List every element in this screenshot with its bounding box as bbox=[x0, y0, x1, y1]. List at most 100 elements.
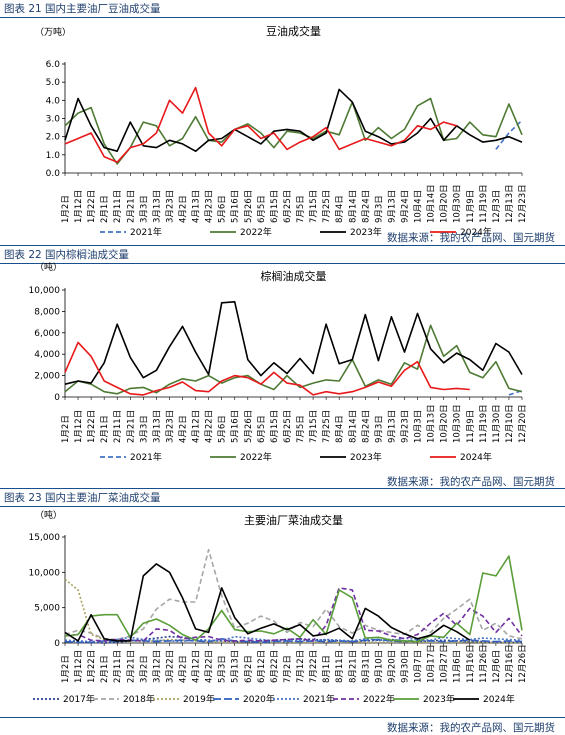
legend-label: 2021年 bbox=[130, 226, 162, 238]
y-tick-label: 1.0 bbox=[46, 151, 61, 161]
y-tick-label: 10,000 bbox=[29, 286, 61, 296]
x-tick-label: 9月3日 bbox=[374, 415, 384, 443]
x-tick-label: 3月22日 bbox=[165, 650, 175, 683]
x-tick-label: 2月1日 bbox=[100, 655, 110, 683]
x-tick-label: 1月22日 bbox=[87, 410, 97, 443]
x-tick-label: 6月25日 bbox=[283, 190, 293, 223]
x-tick-label: 10月30日 bbox=[453, 404, 463, 443]
x-tick-label: 6月12日 bbox=[257, 650, 267, 683]
palm-oil-volume-chart: 棕榈油成交量 （吨） 0 2,000 4,000 6,000 8,000 10,000 1月2日… bbox=[29, 261, 529, 463]
x-tick-label: 4月2日 bbox=[179, 195, 189, 223]
x-tick-label: 3月12日 bbox=[152, 650, 162, 683]
legend-label: 2023年 bbox=[350, 451, 382, 463]
x-tick-label: 3月23日 bbox=[165, 410, 175, 443]
y-tick-label: 0 bbox=[54, 639, 60, 649]
x-tick-label: 8月4日 bbox=[335, 415, 345, 443]
series-line-7 bbox=[64, 563, 471, 642]
x-tick-label: 6月5日 bbox=[257, 195, 267, 223]
x-tick-label: 10月14日 bbox=[427, 184, 437, 223]
legend-label: 2023年 bbox=[350, 226, 382, 238]
legend-label: 2024年 bbox=[483, 693, 515, 705]
y-tick-label: 8,000 bbox=[34, 307, 60, 317]
x-tick-label: 8月14日 bbox=[348, 410, 358, 443]
x-tick-label: 10月7日 bbox=[414, 650, 424, 683]
divider bbox=[0, 488, 565, 489]
x-tick-label: 4月22日 bbox=[205, 650, 215, 683]
legend-label: 2022年 bbox=[240, 226, 272, 238]
x-tick-label: 2月21日 bbox=[126, 410, 136, 443]
x-tick-label: 8月14日 bbox=[348, 190, 358, 223]
x-tick-label: 5月6日 bbox=[218, 195, 228, 223]
x-tick-label: 6月15日 bbox=[270, 410, 280, 443]
y-tick-label: 4,000 bbox=[34, 350, 60, 360]
series-line-6 bbox=[64, 555, 523, 643]
x-tick-label: 12月13日 bbox=[505, 184, 515, 223]
x-tick-label: 9月13日 bbox=[387, 410, 397, 443]
x-tick-label: 7月12日 bbox=[296, 650, 306, 683]
y-tick-label: 0.0 bbox=[46, 169, 61, 179]
y-tick-label: 0 bbox=[54, 393, 60, 403]
x-tick-label: 1月2日 bbox=[61, 195, 71, 223]
x-tick-label: 5月16日 bbox=[231, 410, 241, 443]
legend-label: 2023年 bbox=[423, 693, 455, 705]
x-tick-label: 3月3日 bbox=[139, 415, 149, 443]
x-tick-label: 7月15日 bbox=[309, 190, 319, 223]
legend-label: 2021年 bbox=[130, 451, 162, 463]
x-tick-label: 2月1日 bbox=[100, 415, 110, 443]
x-tick-label: 1月22日 bbox=[87, 190, 97, 223]
x-tick-label: 9月30日 bbox=[400, 650, 410, 683]
x-tick-label: 5月13日 bbox=[231, 650, 241, 683]
y-axis-unit-label: （万吨） bbox=[35, 26, 71, 38]
x-tick-label: 9月23日 bbox=[400, 410, 410, 443]
y-axis-unit-label: （吨） bbox=[35, 261, 62, 273]
figure-heading-23: 图表 23 国内主要油厂菜油成交量 bbox=[0, 489, 565, 507]
x-tick-label: 5月16日 bbox=[231, 190, 241, 223]
x-tick-label: 9月3日 bbox=[374, 195, 384, 223]
x-tick-label: 8月4日 bbox=[335, 195, 345, 223]
x-tick-label: 9月13日 bbox=[387, 190, 397, 223]
y-tick-label: 5,000 bbox=[34, 604, 60, 614]
x-tick-label: 4月12日 bbox=[192, 410, 202, 443]
x-tick-label: 12月16日 bbox=[505, 644, 515, 683]
y-tick-label: 5.0 bbox=[46, 78, 61, 88]
x-tick-label: 8月11日 bbox=[335, 650, 345, 683]
x-tick-label: 12月26日 bbox=[518, 644, 528, 683]
x-tick-label: 2月11日 bbox=[113, 650, 123, 683]
x-tick-label: 8月1日 bbox=[322, 655, 332, 683]
x-tick-label: 12月10日 bbox=[505, 404, 515, 443]
x-tick-label: 12月20日 bbox=[518, 404, 528, 443]
y-tick-label: 10,000 bbox=[29, 568, 61, 578]
x-tick-label: 2月11日 bbox=[113, 410, 123, 443]
figure-heading-21: 图表 21 国内主要油厂豆油成交量 bbox=[0, 0, 565, 18]
x-tick-label: 12月3日 bbox=[492, 190, 502, 223]
x-tick-label: 11月30日 bbox=[492, 404, 502, 443]
x-tick-label: 10月27日 bbox=[440, 644, 450, 683]
x-tick-label: 7月5日 bbox=[296, 195, 306, 223]
x-tick-label: 9月20日 bbox=[387, 650, 397, 683]
series-line-1 bbox=[64, 97, 523, 165]
chart-title: 主要油厂菜油成交量 bbox=[244, 513, 343, 527]
x-tick-label: 7月5日 bbox=[296, 415, 306, 443]
x-tick-label: 7月25日 bbox=[322, 190, 332, 223]
x-tick-label: 1月2日 bbox=[61, 655, 71, 683]
y-axis-unit-label: （吨） bbox=[35, 509, 62, 521]
y-tick-label: 6.0 bbox=[46, 60, 61, 70]
series-line-1 bbox=[64, 324, 523, 395]
series-line-3 bbox=[64, 341, 470, 396]
legend-label: 2017年 bbox=[63, 693, 95, 705]
x-tick-label: 1月22日 bbox=[87, 650, 97, 683]
x-tick-label: 2月21日 bbox=[126, 190, 136, 223]
x-tick-label: 1月12日 bbox=[74, 410, 84, 443]
x-tick-label: 7月25日 bbox=[322, 410, 332, 443]
series-line-4 bbox=[64, 635, 523, 643]
x-tick-label: 3月3日 bbox=[139, 195, 149, 223]
legend-label: 2024年 bbox=[460, 226, 492, 238]
x-tick-label: 1月12日 bbox=[74, 650, 84, 683]
y-tick-label: 2.0 bbox=[46, 133, 61, 143]
series-line-2 bbox=[64, 88, 523, 152]
figure-heading-text: 图表 21 国内主要油厂豆油成交量 bbox=[4, 3, 161, 15]
x-tick-label: 8月31日 bbox=[361, 650, 371, 683]
x-tick-label: 10月20日 bbox=[440, 404, 450, 443]
x-tick-label: 9月24日 bbox=[400, 190, 410, 223]
